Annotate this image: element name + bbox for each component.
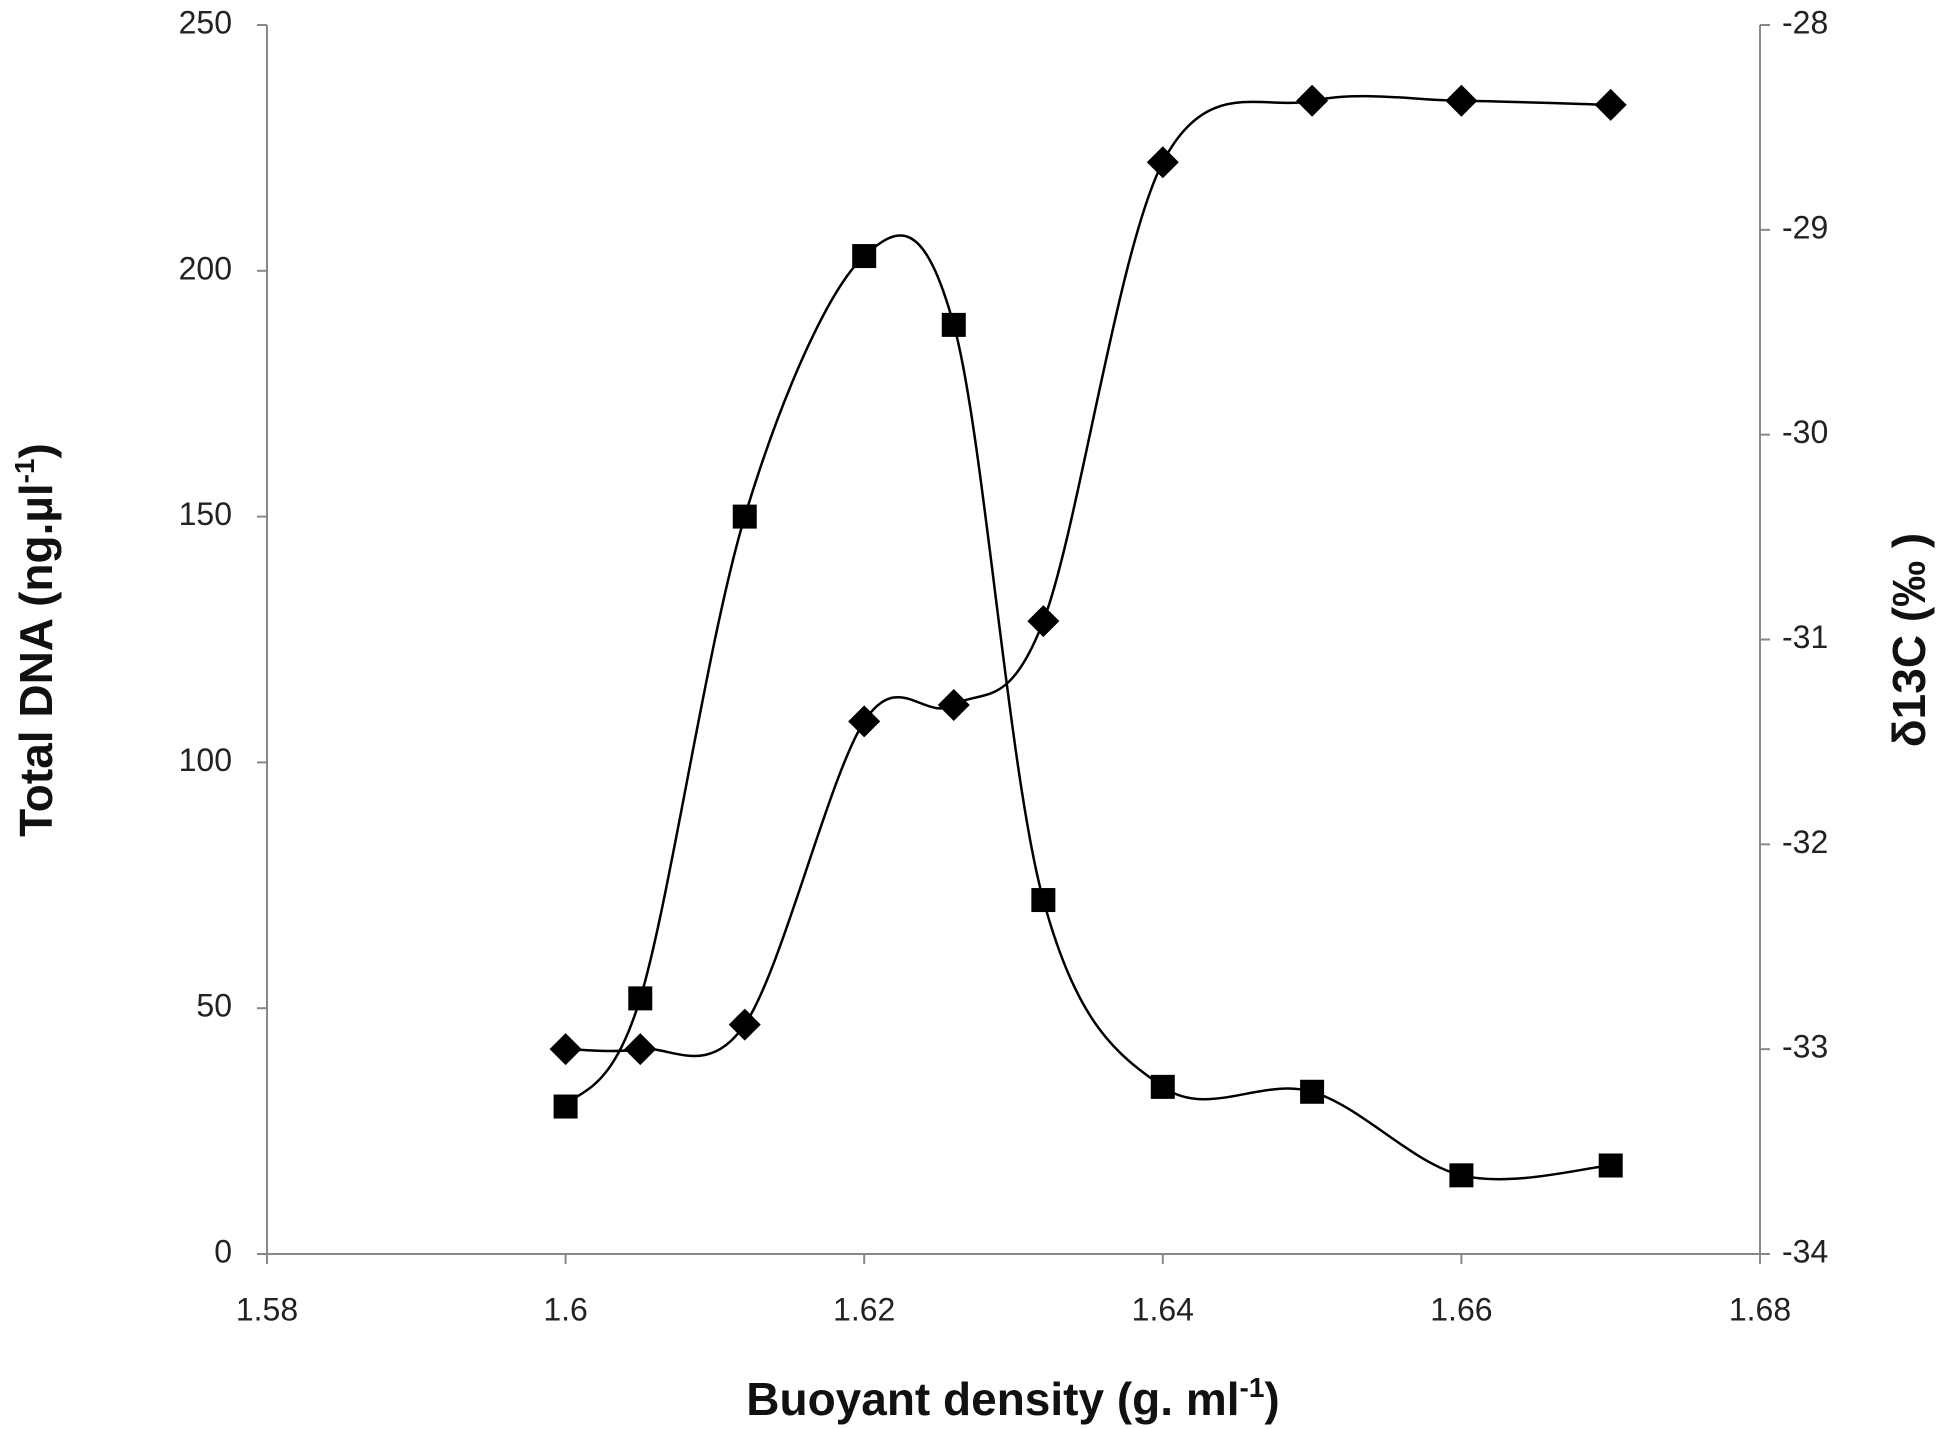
diamond-marker	[1146, 146, 1179, 179]
x-axis-title-end: )	[1264, 1373, 1279, 1425]
square-marker	[1449, 1163, 1474, 1188]
diamond-marker	[937, 689, 970, 722]
square-marker	[1300, 1079, 1325, 1104]
diamond-marker	[1296, 84, 1329, 117]
x-tick-label: 1.62	[833, 1291, 895, 1327]
y-tick-label: 200	[179, 250, 232, 286]
y2-tick-label: -32	[1782, 824, 1828, 860]
series-line	[565, 94, 1611, 1058]
diamond-marker	[848, 705, 881, 738]
y-tick-label: 0	[214, 1233, 232, 1269]
diamond-marker	[624, 1033, 657, 1066]
square-marker	[628, 986, 653, 1011]
y2-tick-label: -33	[1782, 1029, 1828, 1065]
y-axis-title-end: )	[10, 443, 62, 458]
x-tick-label: 1.66	[1430, 1291, 1492, 1327]
square-marker	[941, 312, 966, 337]
x-tick-label: 1.58	[236, 1291, 298, 1327]
square-marker	[1031, 888, 1056, 913]
diamond-marker	[549, 1033, 582, 1066]
y-axis-title: Total DNA (ng.µl-1)	[9, 443, 62, 837]
y2-axis-title: δ13C (‰ )	[1883, 533, 1935, 747]
y-tick-label: 150	[179, 496, 232, 532]
square-marker	[1598, 1153, 1623, 1178]
y-axis-title-text: Total DNA (ng.µl	[10, 483, 62, 837]
square-marker	[1150, 1074, 1175, 1099]
x-tick-label: 1.68	[1729, 1291, 1791, 1327]
y2-tick-label: -30	[1782, 414, 1828, 450]
series-line	[564, 234, 1611, 1181]
x-axis-title-sup: -1	[1240, 1372, 1265, 1403]
square-marker	[852, 244, 877, 269]
diamond-marker	[1594, 88, 1627, 121]
x-axis-title-text: Buoyant density (g. ml	[746, 1373, 1239, 1425]
y2-tick-label: -28	[1782, 4, 1828, 40]
x-tick-label: 1.64	[1132, 1291, 1194, 1327]
diamond-marker	[1445, 84, 1478, 117]
y2-tick-label: -34	[1782, 1233, 1828, 1269]
y2-tick-label: -29	[1782, 209, 1828, 245]
square-marker	[732, 504, 757, 529]
y-tick-label: 50	[196, 988, 232, 1024]
x-axis-title: Buoyant density (g. ml-1)	[746, 1372, 1280, 1425]
diamond-marker	[1027, 605, 1060, 638]
y2-tick-label: -31	[1782, 619, 1828, 655]
square-marker	[553, 1094, 578, 1119]
x-tick-label: 1.6	[543, 1291, 587, 1327]
y-tick-label: 100	[179, 742, 232, 778]
y-axis-title-sup: -1	[9, 458, 40, 483]
diamond-marker	[728, 1008, 761, 1041]
y-tick-label: 250	[179, 4, 232, 40]
